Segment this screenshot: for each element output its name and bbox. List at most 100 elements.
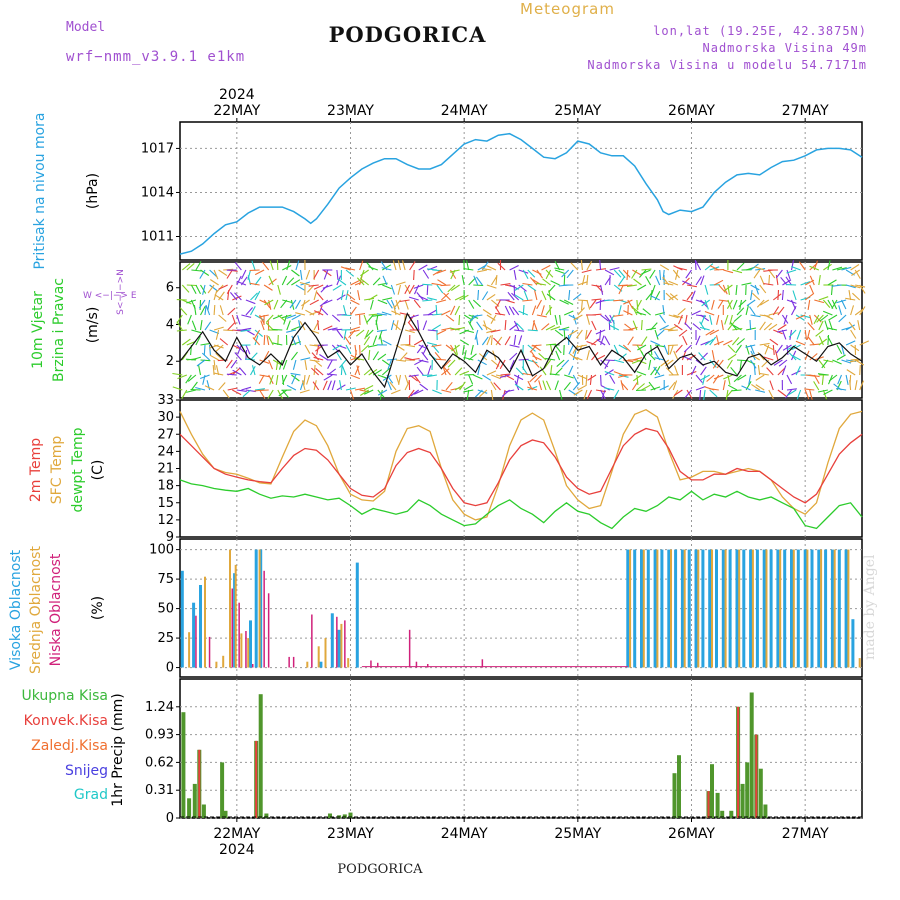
- wind-arrow: [632, 374, 642, 382]
- wind-arrow: [399, 299, 410, 303]
- cloud-mid-bar: [683, 549, 686, 668]
- wind-arrow: [266, 335, 270, 346]
- precip-total-bar: [223, 810, 228, 818]
- wind-arrow: [308, 284, 319, 287]
- wind-arrow: [738, 299, 747, 308]
- wind-arrow: [859, 380, 865, 391]
- wind-arrow: [813, 314, 820, 325]
- precip-axis-label: 1hr Precip (mm): [110, 693, 126, 806]
- wind-arrow: [727, 284, 730, 295]
- wind-arrow: [748, 374, 752, 385]
- wind-arrow: [622, 269, 631, 278]
- cloud-high-bar: [728, 549, 732, 668]
- wind-arrow: [292, 359, 297, 370]
- cloud-high-bar: [199, 585, 202, 668]
- wind-arrow: [313, 356, 324, 361]
- wind-arrow: [491, 374, 501, 380]
- wind-arrow: [295, 299, 301, 309]
- wind-arrow: [845, 284, 856, 289]
- wind-arrow: [613, 389, 620, 399]
- wind-arrow: [550, 365, 553, 376]
- wind-arrow: [345, 267, 356, 271]
- wind-arrow: [786, 269, 791, 280]
- cloud-mid-bar: [697, 549, 700, 668]
- wind-arrow: [817, 389, 829, 393]
- wind-arrow: [350, 374, 360, 380]
- wind-arrow: [291, 374, 297, 385]
- wind-arrow: [777, 289, 780, 301]
- y-tick-label: 6: [166, 281, 174, 296]
- wind-arrow: [659, 324, 669, 331]
- wind-arrow: [561, 269, 570, 278]
- cloud-mid-bar: [324, 638, 327, 668]
- wind-arrow: [522, 282, 533, 286]
- wind-arrow: [426, 268, 437, 271]
- cloud-high-bar: [653, 549, 657, 668]
- wind-arrow: [299, 281, 310, 286]
- cloud-low-bar: [481, 659, 484, 668]
- y-tick-label: 50: [157, 602, 174, 617]
- wind-arrow: [534, 374, 542, 383]
- wind-arrow: [818, 296, 829, 301]
- wind-arrow: [818, 320, 824, 331]
- cloud-high-bar: [233, 573, 237, 668]
- wind-arrow: [750, 290, 753, 301]
- wind-arrow: [481, 291, 489, 301]
- wind-arrow: [418, 359, 429, 363]
- wind-arrow: [800, 281, 811, 286]
- cloud-high-bar: [742, 549, 746, 668]
- wind-arrow: [672, 380, 678, 391]
- wind-arrow: [311, 367, 320, 376]
- temp-unit-label: (C): [90, 460, 106, 481]
- wind-arrow: [236, 389, 247, 392]
- wind-arrow: [650, 386, 661, 391]
- wind-arrow: [490, 381, 497, 391]
- wind-arrow: [846, 369, 856, 376]
- wind-arrow: [323, 269, 329, 280]
- wind-arrow: [500, 373, 511, 376]
- cloud-mid-bar: [724, 549, 727, 668]
- wind-arrow: [214, 294, 224, 301]
- wind-arrow: [213, 326, 224, 331]
- precip-legend-item: Ukupna Kisa: [21, 688, 108, 704]
- wind-arrow: [272, 314, 283, 320]
- wind-arrow: [650, 322, 658, 331]
- cloud-low-bar: [252, 664, 254, 668]
- wind-arrow: [536, 269, 544, 279]
- wind-arrow: [199, 269, 206, 279]
- cloud-mid-bar: [188, 632, 191, 668]
- wind-arrow: [604, 387, 615, 391]
- wind-arrow: [620, 382, 629, 391]
- cloud-mid-bar: [806, 549, 809, 668]
- wind-arrow: [504, 305, 511, 316]
- wind-arrow: [600, 284, 604, 295]
- wind-arrow: [436, 329, 447, 335]
- wind-arrow: [509, 265, 519, 271]
- wind-arrow: [749, 319, 752, 331]
- wind-arrow: [268, 278, 277, 286]
- dewpt-axis-label: dewpt Temp: [70, 427, 86, 512]
- wind-arrow: [729, 314, 733, 325]
- wind-arrow: [232, 389, 242, 396]
- wind-arrow: [741, 282, 752, 286]
- wind-arrow: [490, 334, 493, 346]
- wind-arrow: [514, 294, 524, 301]
- wind-arrow: [400, 352, 408, 361]
- wind-arrow: [545, 306, 553, 316]
- wind-arrow: [641, 336, 648, 346]
- wind-arrow: [357, 290, 361, 301]
- wind-arrow: [332, 284, 342, 291]
- wind-arrow: [636, 299, 642, 310]
- wind-arrow: [589, 299, 597, 309]
- wind-arrow: [706, 374, 715, 382]
- precip-total-bar: [763, 804, 768, 818]
- day-label-bottom: 25MAY: [554, 826, 601, 842]
- wind-arrow: [823, 263, 832, 271]
- wind-arrow: [407, 389, 415, 399]
- wind-arrow: [804, 388, 815, 391]
- wind-arrow: [566, 269, 574, 279]
- wind-arrow: [654, 311, 665, 316]
- wind-arrow: [722, 380, 726, 391]
- wind-arrow: [581, 275, 586, 286]
- wind-arrow: [518, 310, 529, 316]
